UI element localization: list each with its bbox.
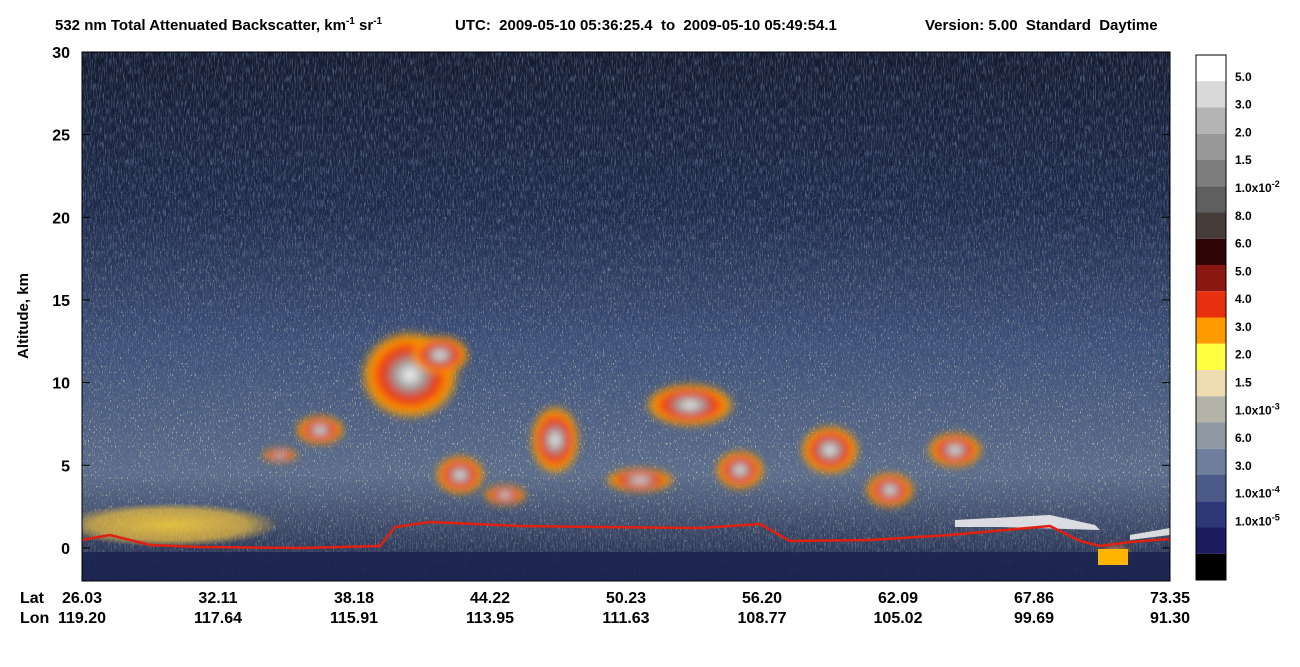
colorbar-label-base: 1.0x10 xyxy=(1235,515,1272,529)
colorbar-swatch xyxy=(1196,527,1226,554)
y-tick-label: 0 xyxy=(61,541,70,558)
x-tick-label: 73.35 xyxy=(1150,590,1190,607)
colorbar-swatch xyxy=(1196,343,1226,370)
y-tick-label: 20 xyxy=(52,210,70,227)
colorbar-swatch xyxy=(1196,212,1226,239)
colorbar-label-base: 1.0x10 xyxy=(1235,487,1272,501)
x-tick-label: 111.63 xyxy=(602,610,649,627)
x-tick-label: 115.91 xyxy=(330,610,378,627)
x-tick-label: 117.64 xyxy=(194,610,242,627)
colorbar-label: 1.0x10-2 xyxy=(1235,179,1280,195)
colorbar-swatch xyxy=(1196,475,1226,502)
colorbar-label: 2.0 xyxy=(1235,125,1252,139)
x-tick-label: 113.95 xyxy=(466,610,514,627)
x-tick-label: 56.20 xyxy=(742,590,782,607)
colorbar-label: 3.0 xyxy=(1235,459,1252,473)
colorbar-label-exp: -3 xyxy=(1272,401,1280,411)
colorbar-label: 5.0 xyxy=(1235,70,1252,84)
colorbar-label: 8.0 xyxy=(1235,209,1252,223)
x-tick-label: 50.23 xyxy=(606,590,646,607)
colorbar-label: 1.0x10-4 xyxy=(1235,485,1280,501)
colorbar-swatch xyxy=(1196,501,1226,528)
colorbar-label: 3.0 xyxy=(1235,98,1252,112)
colorbar-label-exp: -2 xyxy=(1272,179,1280,189)
title-unit: sr xyxy=(355,17,374,34)
colorbar-label: 4.0 xyxy=(1235,292,1252,306)
y-tick-label: 10 xyxy=(52,376,70,393)
colorbar-swatch xyxy=(1196,186,1226,213)
y-axis-label: Altitude, km xyxy=(15,273,32,359)
x-tick-label: 99.69 xyxy=(1014,610,1054,627)
x-tick-label: 62.09 xyxy=(878,590,918,607)
y-tick-label: 5 xyxy=(61,458,70,475)
colorbar-label: 1.5 xyxy=(1235,376,1252,390)
colorbar-label: 3.0 xyxy=(1235,320,1252,334)
colorbar-frame xyxy=(1195,54,1227,581)
colorbar-label-base: 1.0x10 xyxy=(1235,181,1272,195)
colorbar-swatch xyxy=(1196,448,1226,475)
y-tick-label: 25 xyxy=(52,128,70,145)
colorbar-label: 6.0 xyxy=(1235,431,1252,445)
colorbar-label-exp: -4 xyxy=(1272,485,1280,495)
colorbar-label: 5.0 xyxy=(1235,264,1252,278)
colorbar-label: 2.0 xyxy=(1235,348,1252,362)
x-tick-label: 91.30 xyxy=(1150,610,1190,627)
title-exp: -1 xyxy=(373,16,382,27)
x-tick-label: 26.03 xyxy=(62,590,102,607)
colorbar-label: 1.0x10-3 xyxy=(1235,401,1280,417)
x-tick-label: 108.77 xyxy=(738,610,787,627)
x-tick-label: 67.86 xyxy=(1014,590,1054,607)
colorbar-label-exp: -5 xyxy=(1272,513,1280,523)
colorbar-swatch xyxy=(1196,553,1226,580)
colorbar-label: 1.0x10-5 xyxy=(1235,513,1280,529)
colorbar-label: 1.5 xyxy=(1235,153,1252,167)
title-exp: -1 xyxy=(346,16,355,27)
plot-frame xyxy=(81,51,1171,582)
x-tick-label: 119.20 xyxy=(58,610,106,627)
x-tick-label: 44.22 xyxy=(470,590,510,607)
colorbar-label: 6.0 xyxy=(1235,237,1252,251)
colorbar-swatch xyxy=(1196,107,1226,134)
x-tick-label: 32.11 xyxy=(198,590,237,607)
colorbar-swatch xyxy=(1196,81,1226,108)
x-tick-label: 105.02 xyxy=(874,610,923,627)
colorbar-swatch xyxy=(1196,55,1226,82)
colorbar-swatch xyxy=(1196,291,1226,318)
time-range: UTC: 2009-05-10 05:36:25.4 to 2009-05-10… xyxy=(455,17,837,34)
colorbar-swatch xyxy=(1196,160,1226,187)
colorbar-swatch xyxy=(1196,265,1226,292)
colorbar-swatch xyxy=(1196,422,1226,449)
x-row-name: Lon xyxy=(20,610,49,627)
colorbar-swatch xyxy=(1196,396,1226,423)
colorbar-label-base: 1.0x10 xyxy=(1235,403,1272,417)
x-tick-label: 38.18 xyxy=(334,590,374,607)
y-tick-label: 30 xyxy=(52,45,70,62)
version: Version: 5.00 Standard Daytime xyxy=(925,17,1158,34)
colorbar-swatch xyxy=(1196,238,1226,265)
colorbar-swatch xyxy=(1196,317,1226,344)
x-row-name: Lat xyxy=(20,590,45,607)
backscatter-image xyxy=(82,52,1170,581)
chart-title: 532 nm Total Attenuated Backscatter, km-… xyxy=(55,16,383,34)
colorbar-swatch xyxy=(1196,133,1226,160)
colorbar-swatch xyxy=(1196,370,1226,397)
title-text: 532 nm Total Attenuated Backscatter, km xyxy=(55,17,346,34)
y-tick-label: 15 xyxy=(52,293,70,310)
